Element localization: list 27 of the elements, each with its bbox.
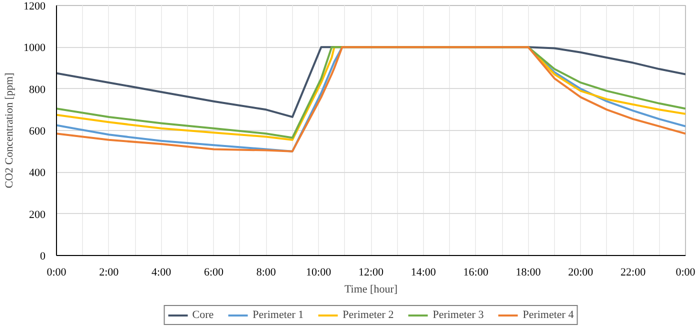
legend-label: Perimeter 1 [252,309,304,321]
x-tick-label: 10:00 [306,266,332,278]
y-tick-label: 1000 [24,42,46,54]
legend-label: Core [192,309,214,321]
x-tick-label: 16:00 [463,266,489,278]
x-tick-label: 8:00 [256,266,276,278]
y-axis-title: CO2 Concentration [ppm] [4,72,16,188]
x-tick-label: 0:00 [676,266,696,278]
x-tick-label: 12:00 [358,266,384,278]
legend-label: Perimeter 3 [432,309,484,321]
legend-label: Perimeter 2 [342,309,394,321]
x-tick-label: 4:00 [152,266,172,278]
x-tick-label: 14:00 [410,266,436,278]
x-tick-label: 22:00 [620,266,646,278]
y-tick-label: 1200 [24,0,46,12]
y-tick-label: 400 [29,167,46,180]
y-tick-label: 0 [40,250,46,262]
x-tick-label: 2:00 [99,266,120,278]
y-tick-label: 600 [29,126,46,138]
x-tick-label: 6:00 [204,266,224,278]
y-tick-label: 200 [29,208,46,221]
legend-label: Perimeter 4 [522,309,574,321]
x-tick-label: 20:00 [568,266,594,278]
x-axis-title: Time [hour] [344,284,398,296]
x-tick-label: 18:00 [516,266,542,278]
y-tick-label: 800 [29,84,46,96]
x-tick-label: 0:00 [46,266,67,278]
